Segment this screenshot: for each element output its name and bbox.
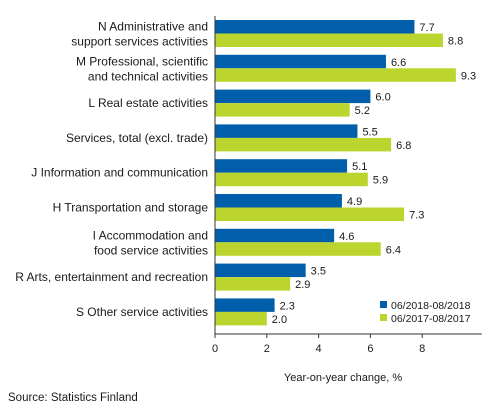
data-label: 5.5 <box>362 126 377 138</box>
data-label: 4.6 <box>339 231 354 243</box>
bar <box>215 277 291 291</box>
bar <box>215 68 456 82</box>
data-label: 2.9 <box>295 279 310 291</box>
data-label: 7.3 <box>409 210 424 222</box>
legend-label: 06/2018-08/2018 <box>391 300 471 312</box>
data-label: 6.8 <box>396 140 411 152</box>
x-tick-label: 6 <box>367 343 373 355</box>
data-label: 9.3 <box>461 70 476 82</box>
bar <box>215 54 386 69</box>
bar <box>215 124 358 138</box>
bars <box>215 20 456 326</box>
bar <box>215 242 381 256</box>
data-label: 3.5 <box>311 266 326 278</box>
bar <box>215 20 415 34</box>
bar <box>215 159 348 173</box>
bar <box>215 207 405 221</box>
bar <box>215 311 267 326</box>
data-label: 5.2 <box>355 105 370 117</box>
x-axis: 0 2 4 6 8 <box>212 16 482 355</box>
data-label: 2.3 <box>280 300 295 312</box>
x-tick-label: 2 <box>264 343 270 355</box>
bar <box>215 298 275 312</box>
data-label: 6.0 <box>375 92 390 104</box>
legend-swatch <box>380 314 387 321</box>
data-label: 2.0 <box>272 314 287 326</box>
category-labels: N Administrative and support services act… <box>15 20 208 319</box>
bar <box>215 263 306 278</box>
bar-chart: N Administrative and support services act… <box>15 16 482 384</box>
data-label: 6.6 <box>391 57 406 69</box>
category-label: Services, total (excl. trade) <box>66 131 208 145</box>
category-label: M Professional, scientific and technical … <box>76 54 208 83</box>
data-label: 6.4 <box>386 244 401 256</box>
category-label: N Administrative and support services act… <box>71 20 208 49</box>
bar <box>215 194 342 208</box>
bar <box>215 137 392 152</box>
category-label: H Transportation and storage <box>53 201 209 215</box>
x-tick-label: 8 <box>419 343 425 355</box>
x-axis-title: Year-on-year change, % <box>284 372 402 384</box>
category-label: L Real estate activities <box>88 96 208 110</box>
x-tick-label: 0 <box>212 343 218 355</box>
source-note: Source: Statistics Finland <box>8 392 138 404</box>
category-label: J Information and communication <box>31 166 208 180</box>
category-label: R Arts, entertainment and recreation <box>15 270 208 284</box>
bar <box>215 103 350 117</box>
value-labels: 7.7 8.8 6.6 9.3 6.0 5.2 5.5 6.8 5.1 5.9 4.9 7.3 4.6 6… <box>272 22 476 326</box>
bar <box>215 172 368 187</box>
legend-label: 06/2017-08/2017 <box>391 313 471 325</box>
category-label: I Accommodation and food service activiti… <box>93 228 208 257</box>
data-label: 8.8 <box>448 36 463 48</box>
data-label: 4.9 <box>347 196 362 208</box>
bar <box>215 228 335 243</box>
legend-swatch <box>380 301 387 308</box>
category-label: S Other service activities <box>76 305 208 319</box>
bar <box>215 89 371 104</box>
data-label: 5.9 <box>373 175 388 187</box>
x-tick-label: 4 <box>316 343 322 355</box>
data-label: 7.7 <box>419 22 434 34</box>
data-label: 5.1 <box>352 161 367 173</box>
bar <box>215 33 443 47</box>
